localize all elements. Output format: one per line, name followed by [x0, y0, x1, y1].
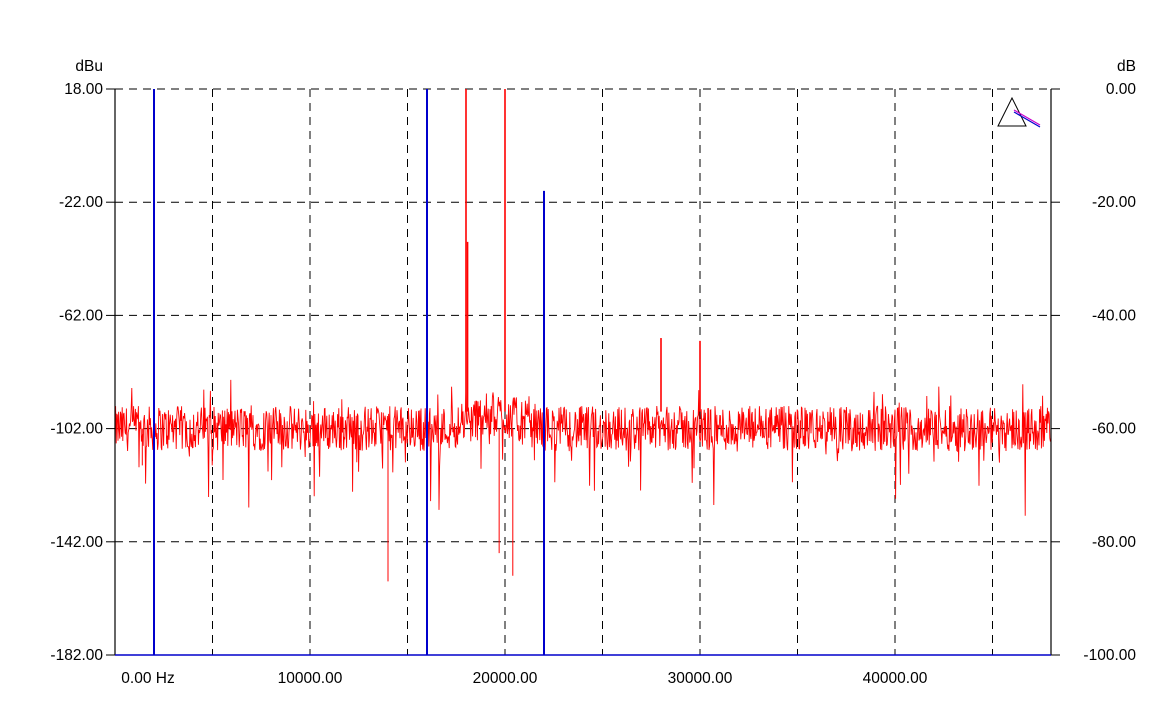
cursor-triangle-icon [997, 96, 1041, 128]
left-axis-unit: dBu [75, 58, 103, 75]
right-tick-label: -100.00 [1083, 647, 1136, 664]
axis-labels: dBu dB 18.00 -22.00 -62.00 -102.00 -142.00 -1… [50, 58, 1136, 687]
x-tick-label: 20000.00 [473, 670, 538, 687]
right-tick-label: -60.00 [1092, 421, 1136, 438]
left-tick-label: 18.00 [64, 81, 103, 98]
x-tick-label: 10000.00 [278, 670, 343, 687]
right-tick-label: -20.00 [1092, 194, 1136, 211]
x-tick-label: 30000.00 [668, 670, 733, 687]
x-tick-label: 0.00 Hz [121, 670, 174, 687]
right-tick-label: -40.00 [1092, 307, 1136, 324]
left-tick-label: -102.00 [50, 421, 103, 438]
right-axis-unit: dB [1117, 58, 1136, 75]
right-tick-label: 0.00 [1106, 81, 1137, 98]
red-series [114, 89, 1051, 593]
left-tick-label: -142.00 [50, 534, 103, 551]
noise-trace [114, 379, 1051, 516]
right-tick-label: -80.00 [1092, 534, 1136, 551]
grid [115, 88, 1051, 656]
left-tick-label: -62.00 [59, 307, 103, 324]
left-tick-label: -182.00 [50, 647, 103, 664]
left-tick-label: -22.00 [59, 194, 103, 211]
plot-frame [106, 88, 1060, 656]
blue-markers [153, 89, 545, 655]
x-tick-label: 40000.00 [863, 670, 928, 687]
